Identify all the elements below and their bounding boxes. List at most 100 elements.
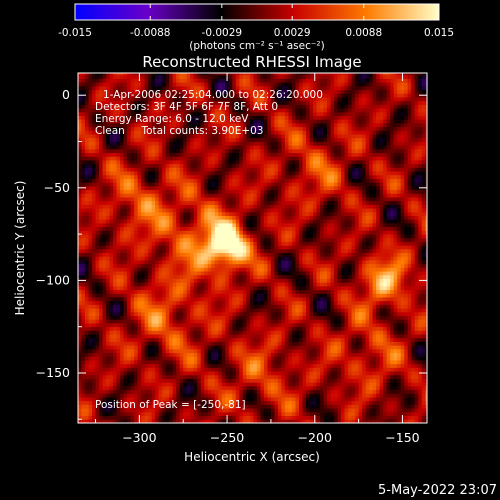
heatmap-cell	[200, 404, 205, 409]
heatmap-cell	[204, 415, 209, 420]
heatmap-cell	[78, 256, 82, 261]
heatmap-cell	[106, 408, 110, 413]
heatmap-cell	[116, 200, 121, 205]
heatmap-cell	[106, 308, 110, 313]
heatmap-cell	[158, 156, 163, 161]
heatmap-cell	[235, 97, 240, 102]
heatmap-cell	[155, 123, 160, 128]
heatmap-cell	[137, 374, 142, 379]
heatmap-cell	[151, 408, 156, 413]
heatmap-cell	[85, 345, 89, 350]
heatmap-cell	[144, 382, 149, 387]
heatmap-cell	[260, 323, 265, 328]
heatmap-cell	[137, 363, 142, 368]
heatmap-cell	[249, 93, 254, 98]
heatmap-cell	[165, 271, 170, 276]
heatmap-cell	[81, 208, 86, 213]
heatmap-cell	[200, 226, 205, 231]
heatmap-cell	[200, 356, 205, 361]
heatmap-cell	[102, 293, 107, 298]
heatmap-cell	[162, 263, 167, 268]
heatmap-cell	[218, 167, 223, 172]
heatmap-cell	[253, 385, 258, 391]
heatmap-cell	[260, 315, 265, 320]
heatmap-cell	[123, 200, 128, 205]
heatmap-cell	[127, 163, 132, 168]
heatmap-cell	[151, 415, 156, 420]
heatmap-cell	[172, 297, 177, 302]
heatmap-cell	[106, 385, 110, 391]
heatmap-cell	[256, 363, 261, 368]
heatmap-cell	[204, 367, 209, 372]
heatmap-cell	[99, 104, 103, 109]
heatmap-cell	[232, 330, 237, 335]
heatmap-cell	[81, 260, 86, 265]
heatmap-cell	[116, 263, 121, 268]
heatmap-cell	[88, 256, 93, 261]
heatmap-cell	[214, 363, 219, 368]
heatmap-cell	[162, 226, 167, 231]
heatmap-cell	[113, 115, 117, 120]
heatmap-cell	[246, 404, 251, 409]
heatmap-cell	[99, 234, 103, 239]
heatmap-cell	[127, 263, 132, 268]
heatmap-cell	[130, 341, 135, 346]
heatmap-cell	[253, 200, 258, 205]
heatmap-cell	[169, 226, 174, 231]
heatmap-cell	[141, 100, 146, 105]
heatmap-cell	[169, 97, 174, 102]
heatmap-cell	[239, 178, 244, 183]
heatmap-cell	[197, 356, 202, 361]
heatmap-cell	[211, 119, 216, 124]
heatmap-cell	[144, 248, 149, 254]
heatmap-cell	[165, 189, 170, 194]
heatmap-cell	[218, 100, 223, 105]
colorbar-tick-label: 0.0029	[274, 27, 311, 39]
heatmap-cell	[151, 148, 156, 154]
heatmap-cell	[102, 234, 107, 239]
heatmap-cell	[148, 152, 153, 157]
heatmap-cell	[221, 82, 226, 87]
heatmap-cell	[120, 389, 124, 394]
heatmap-cell	[116, 178, 121, 183]
heatmap-cell	[218, 226, 223, 231]
heatmap-cell	[200, 278, 205, 283]
heatmap-cell	[81, 415, 86, 420]
heatmap-cell	[158, 252, 163, 257]
heatmap-cell	[81, 348, 86, 354]
heatmap-cell	[207, 74, 212, 79]
heatmap-cell	[225, 285, 230, 291]
heatmap-cell	[183, 193, 188, 198]
heatmap-cell	[88, 141, 93, 146]
heatmap-cell	[158, 211, 163, 216]
heatmap-cell	[221, 200, 226, 205]
heatmap-cell	[85, 248, 89, 254]
heatmap-cell	[169, 408, 174, 413]
heatmap-cell	[116, 400, 121, 405]
heatmap-cell	[81, 367, 86, 372]
heatmap-cell	[162, 230, 167, 235]
heatmap-cell	[176, 160, 181, 165]
heatmap-cell	[211, 174, 216, 179]
heatmap-cell	[78, 337, 82, 342]
heatmap-cell	[214, 234, 219, 239]
heatmap-cell	[228, 419, 233, 423]
heatmap-cell	[214, 260, 219, 265]
heatmap-cell	[158, 200, 163, 205]
heatmap-cell	[151, 352, 156, 357]
heatmap-cell	[120, 119, 124, 124]
heatmap-cell	[200, 74, 205, 79]
heatmap-cell	[123, 134, 128, 139]
heatmap-cell	[116, 278, 121, 283]
heatmap-cell	[232, 178, 237, 183]
heatmap-cell	[179, 163, 184, 168]
heatmap-cell	[155, 389, 160, 394]
heatmap-cell	[92, 363, 96, 368]
heatmap-cell	[81, 219, 86, 224]
heatmap-cell	[81, 137, 86, 142]
heatmap-cell	[92, 178, 96, 183]
heatmap-cell	[102, 271, 107, 276]
heatmap-cell	[225, 200, 230, 205]
heatmap-cell	[78, 115, 82, 120]
heatmap-cell	[148, 263, 153, 268]
